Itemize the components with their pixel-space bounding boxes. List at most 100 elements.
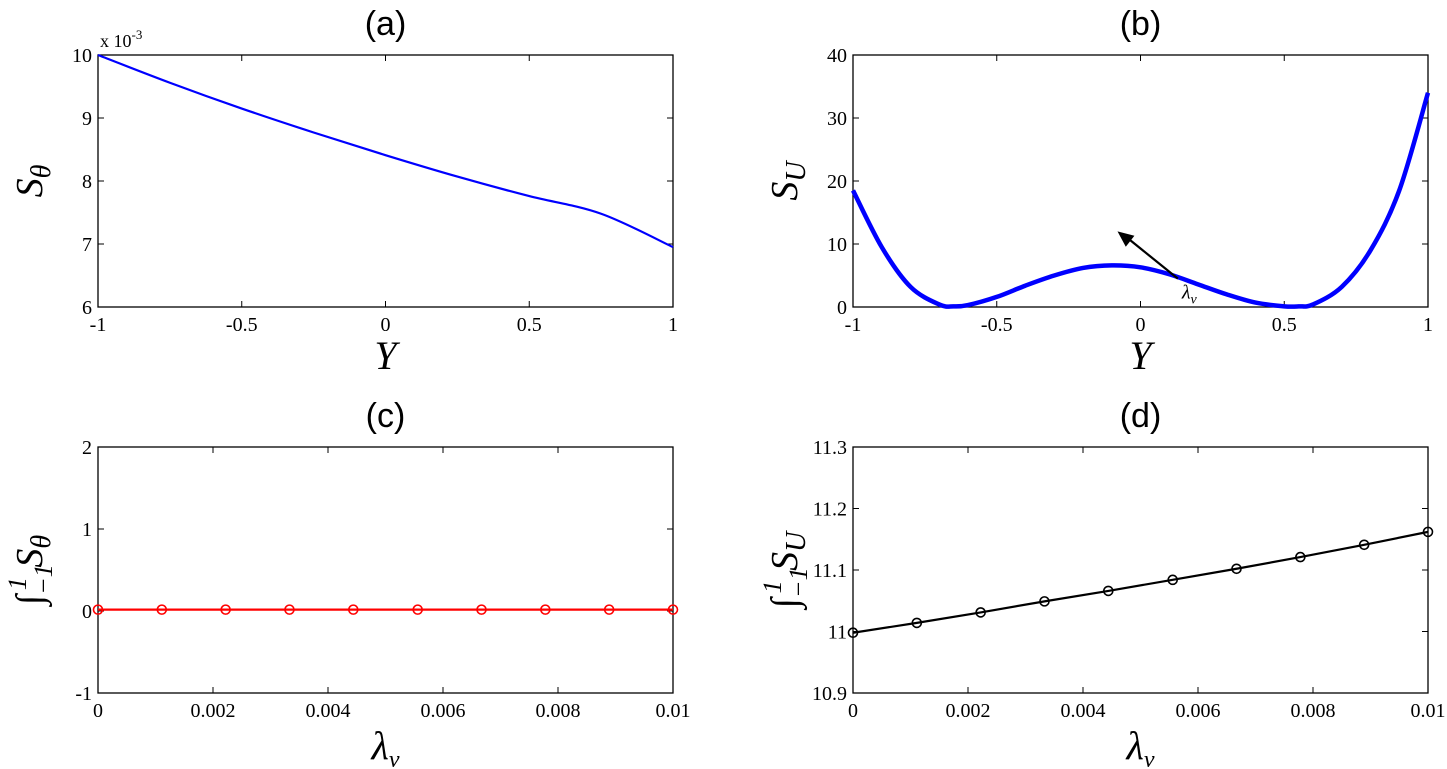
x-axis-label: λv — [371, 723, 400, 769]
data-point — [284, 604, 295, 615]
y-axis-label-main: S — [764, 552, 806, 581]
x-tick-label: -1 — [90, 314, 107, 336]
y-axis-label-text: ∫−11 Sθ — [3, 535, 58, 608]
y-tick-label: 1 — [82, 519, 92, 541]
y-tick-label: 30 — [827, 108, 847, 130]
x-tick-label: 1 — [1423, 314, 1433, 336]
y-axis-label-text: SU — [764, 160, 812, 201]
data-point — [1422, 526, 1434, 538]
data-point — [1231, 563, 1242, 575]
data-point — [667, 604, 679, 615]
data-point — [603, 604, 615, 615]
x-axis-label-sub: v — [389, 747, 400, 769]
axes-frame — [97, 446, 674, 694]
y-axis-label-main: S — [9, 178, 51, 197]
y-axis-label: ∫−11 Sθ — [3, 535, 58, 608]
y-axis-label-main: S — [9, 549, 51, 578]
y-axis-label-sub: U — [781, 160, 812, 182]
annotation-label-main: λ — [1181, 282, 1191, 304]
x-tick-label: -0.5 — [226, 314, 258, 336]
y-tick-label: 11.2 — [813, 499, 847, 521]
data-point — [220, 604, 231, 615]
panel-a: -1 -0.5 0 0.5 1 6 7 8 9 10 (a) Y Sθ x 10-3 — [9, 5, 678, 378]
data-point — [156, 604, 168, 615]
y-tick-label: 10.9 — [812, 683, 847, 705]
x-tick-label: 0.01 — [656, 700, 691, 722]
y-tick-label: 2 — [82, 437, 92, 459]
x-tick-label: 1 — [668, 314, 678, 336]
x-tick-label: 0.002 — [946, 700, 991, 722]
x-tick-label: 0.5 — [517, 314, 542, 336]
y-axis-label-text: Sθ — [9, 164, 57, 197]
x-tick-label: 0 — [1136, 314, 1146, 336]
data-point — [92, 604, 104, 615]
integral-lower-limit: −1 — [29, 566, 58, 595]
data-point — [347, 604, 359, 615]
y-tick-label: 8 — [82, 171, 92, 193]
integral-upper-limit: 1 — [758, 580, 787, 593]
x-axis-label: Y — [1129, 333, 1155, 378]
x-tick-label: -1 — [845, 314, 862, 336]
y-axis-label: SU — [764, 160, 812, 201]
data-point — [847, 627, 859, 639]
x-axis-label: Y — [374, 333, 400, 378]
data-point — [975, 607, 986, 618]
y-tick-label: -1 — [75, 683, 92, 705]
x-tick-label: 0.006 — [1176, 700, 1221, 722]
panel-title: (d) — [1120, 397, 1162, 435]
data-point — [1039, 596, 1050, 607]
panel-title: (a) — [365, 5, 407, 43]
x-tick-label: 0 — [93, 700, 103, 722]
axes-frame — [852, 446, 1429, 694]
x-tick-label: 0.004 — [1061, 700, 1106, 722]
y-axis-label: Sθ — [9, 164, 57, 197]
x-tick-label: 0 — [381, 314, 391, 336]
annotation-label-sub: v — [1191, 293, 1198, 308]
y-tick-label: 9 — [82, 108, 92, 130]
series-line-S_theta — [97, 53, 674, 249]
y-tick-label: 0 — [82, 601, 92, 623]
x-tick-label: 0.008 — [536, 700, 581, 722]
data-point — [540, 604, 551, 615]
data-point — [476, 604, 487, 615]
y-tick-label: 11.1 — [813, 560, 847, 582]
y-tick-label: 11.3 — [813, 437, 847, 459]
data-point — [1103, 585, 1114, 597]
y-axis-label-main: S — [764, 182, 806, 201]
x-axis-label-main: λ — [371, 723, 389, 768]
y-axis-label-sub: U — [781, 530, 812, 552]
y-tick-label: 10 — [827, 234, 847, 256]
x-tick-label: 0.006 — [421, 700, 466, 722]
panel-title: (b) — [1120, 5, 1162, 43]
panel-title: (c) — [366, 397, 406, 435]
axes-frame — [97, 54, 674, 308]
x-axis-label-sub: v — [1144, 747, 1155, 769]
annotation-arrow-head — [1117, 231, 1135, 247]
data-point — [911, 617, 923, 629]
y-tick-label: 6 — [82, 297, 92, 319]
exponent-note: x 10-3 — [100, 27, 142, 51]
y-axis-label-text: ∫−11 SU — [758, 530, 813, 611]
x-axis-label-main: λ — [1126, 723, 1144, 768]
y-tick-label: 40 — [827, 45, 847, 67]
y-axis-label-sub: θ — [26, 164, 57, 178]
x-tick-label: 0.008 — [1291, 700, 1336, 722]
annotation-label: λv — [1181, 282, 1198, 308]
integral-lower-limit: −1 — [784, 569, 813, 598]
x-axis-label: λv — [1126, 723, 1155, 769]
panel-d: 0 0.002 0.004 0.006 0.008 0.01 10.9 11 11.1 11.2 1… — [758, 397, 1446, 769]
x-tick-label: -0.5 — [981, 314, 1013, 336]
x-tick-label: 0.01 — [1411, 700, 1446, 722]
x-tick-label: 0.5 — [1272, 314, 1297, 336]
y-axis-label-sub: θ — [26, 535, 57, 549]
y-tick-label: 20 — [827, 171, 847, 193]
y-tick-label: 10 — [72, 45, 92, 67]
y-tick-label: 11 — [828, 622, 847, 644]
x-tick-label: 0.004 — [306, 700, 351, 722]
data-point — [1167, 574, 1178, 586]
y-tick-label: 7 — [82, 234, 92, 256]
data-point — [1358, 539, 1370, 551]
exponent-note-base: x 10 — [100, 31, 132, 51]
